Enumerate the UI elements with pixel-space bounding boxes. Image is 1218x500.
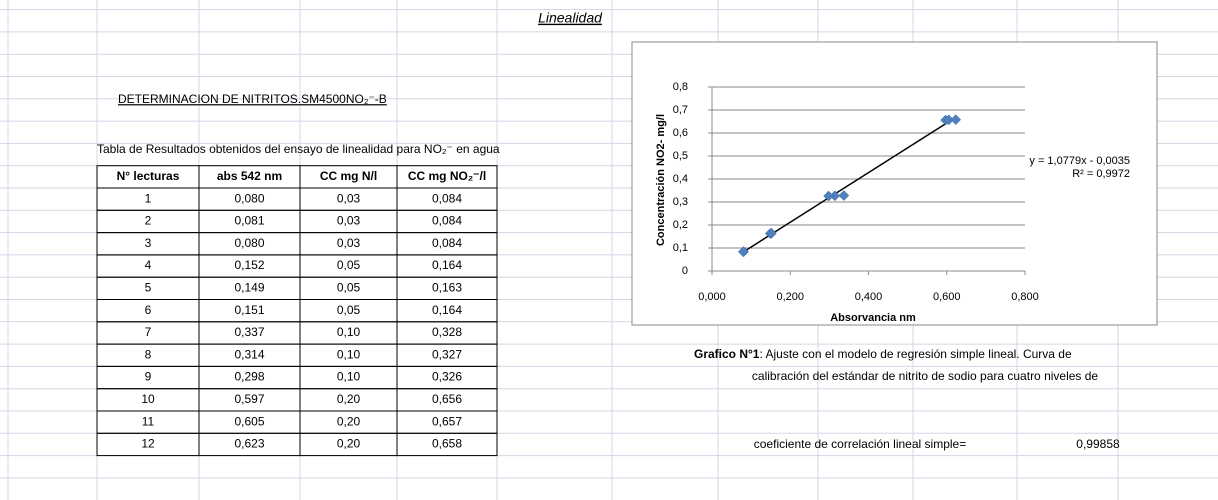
cell-text: 0,10 <box>337 325 361 339</box>
x-tick-label: 0,200 <box>776 291 804 303</box>
cell-text: 0,656 <box>432 392 462 406</box>
cell-text: 0,623 <box>234 437 264 451</box>
header-text: abs 542 nm <box>217 169 282 183</box>
correlation-value: 0,99858 <box>1076 437 1120 451</box>
header-text: N° lecturas <box>117 169 180 183</box>
cell-text: 0,20 <box>337 392 361 406</box>
cell-text: 0,03 <box>337 191 361 205</box>
sheet-title: Linealidad <box>538 10 603 26</box>
data-point <box>838 190 850 201</box>
y-tick-label: 0,6 <box>673 127 688 139</box>
cell-text: 0,163 <box>432 281 462 295</box>
cell-text: 7 <box>145 325 152 339</box>
trend-equation: y = 1,0779x - 0,0035 <box>1029 155 1130 167</box>
cell-text: 0,20 <box>337 414 361 428</box>
cell-text: 0,081 <box>234 214 264 228</box>
x-tick-label: 0,600 <box>933 291 961 303</box>
caption-bold: Grafico N°1 <box>694 347 760 361</box>
cell-text: 0,10 <box>337 347 361 361</box>
data-point <box>737 246 749 258</box>
x-axis-label: Absorvancia nm <box>830 312 916 324</box>
cell-text: 0,337 <box>234 325 264 339</box>
cell-text: 0,084 <box>432 191 462 205</box>
y-tick-label: 0,4 <box>673 173 688 185</box>
data-point <box>823 190 834 202</box>
y-tick-label: 0,7 <box>673 104 688 116</box>
cell-text: 0,20 <box>337 437 361 451</box>
trendline <box>742 116 957 253</box>
cell-text: 0,298 <box>234 370 264 384</box>
cell-text: 6 <box>145 303 152 317</box>
y-tick-label: 0,8 <box>673 81 688 93</box>
table-caption: Tabla de Resultados obtenidos del ensayo… <box>97 142 500 156</box>
cell-text: 0,03 <box>337 236 361 250</box>
x-tick-label: 0,800 <box>1011 291 1039 303</box>
cell-text: 11 <box>142 414 155 428</box>
cell-text: 1 <box>145 191 152 205</box>
header-text: CC mg NO₂⁻/l <box>408 169 486 183</box>
cell-text: 5 <box>145 281 152 295</box>
caption-line: calibración del estándar de nitrito de s… <box>752 369 1099 383</box>
cell-text: 9 <box>145 370 152 384</box>
cell-text: 0,05 <box>337 303 361 317</box>
cell-text: 0,152 <box>234 258 264 272</box>
cell-text: 2 <box>145 214 152 228</box>
cell-text: 0,605 <box>234 414 264 428</box>
cell-text: 0,05 <box>337 258 361 272</box>
cell-text: 0,080 <box>234 191 264 205</box>
cell-text: 0,149 <box>234 281 264 295</box>
trend-r2: R² = 0,9972 <box>1072 168 1130 180</box>
caption-text: : Ajuste con el modelo de regresión simp… <box>759 347 1071 361</box>
x-tick-label: 0,400 <box>855 291 883 303</box>
cell-text: 0,327 <box>432 347 462 361</box>
cell-text: 0,164 <box>432 303 462 317</box>
cell-text: 0,658 <box>432 437 462 451</box>
y-tick-label: 0,5 <box>673 150 688 162</box>
y-tick-label: 0,1 <box>673 242 688 254</box>
cell-text: 0,326 <box>432 370 462 384</box>
chart-box <box>631 41 1158 326</box>
header-text: CC mg N/l <box>320 169 377 183</box>
cell-text: 0,03 <box>337 214 361 228</box>
data-point <box>765 227 777 239</box>
cell-text: 0,314 <box>234 347 264 361</box>
cell-text: 0,597 <box>234 392 264 406</box>
data-table: N° lecturas abs 542 nm CC mg N/l CC mg NO₂⁻… <box>96 165 498 457</box>
cell-text: 0,084 <box>432 236 462 250</box>
cell-text: 12 <box>141 437 155 451</box>
correlation-label: coeficiente de correlación lineal simple… <box>754 437 966 451</box>
data-point <box>950 114 962 126</box>
cell-text: 0,084 <box>432 214 462 228</box>
cell-text: 0,05 <box>337 281 361 295</box>
y-tick-label: 0,2 <box>673 219 688 231</box>
cell-text: 0,164 <box>432 258 462 272</box>
cell-text: 0,10 <box>337 370 361 384</box>
cell-text: 0,151 <box>234 303 264 317</box>
cell-text: 0,657 <box>432 414 462 428</box>
cell-text: 8 <box>145 347 152 361</box>
y-tick-label: 0,3 <box>673 196 688 208</box>
cell-text: 0,328 <box>432 325 462 339</box>
cell-text: 3 <box>145 236 152 250</box>
heading: DETERMINACION DE NITRITOS.SM4500NO₂⁻-B <box>118 92 387 106</box>
cell-text: 10 <box>141 392 155 406</box>
cell-text: 0,080 <box>234 236 264 250</box>
y-tick-label: 0 <box>682 265 688 277</box>
table-cell <box>396 432 498 457</box>
x-tick-label: 0,000 <box>698 291 726 303</box>
y-axis-label: Concentración NO2- mg/l <box>655 114 667 246</box>
figure-caption: Grafico N°1: Ajuste con el modelo de reg… <box>694 347 1072 361</box>
cell-text: 4 <box>145 258 152 272</box>
